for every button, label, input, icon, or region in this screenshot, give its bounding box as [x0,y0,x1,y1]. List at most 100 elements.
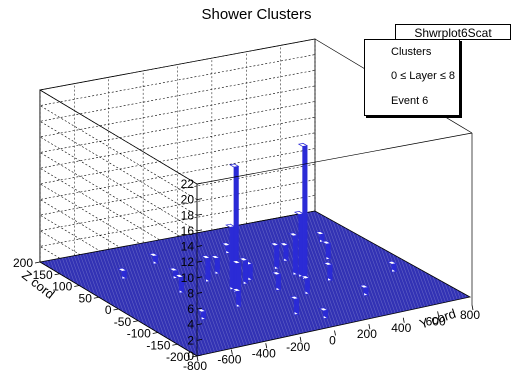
bin-top-face [269,242,280,247]
z-tick [196,338,203,341]
bin-top-face [200,255,211,259]
y-tick [34,261,41,264]
x-tick [402,317,405,323]
z-tick-label: 12 [181,255,195,269]
bin-top-face [289,295,300,300]
z-tick [196,260,203,263]
z-tick [196,307,203,310]
z-tick [196,229,203,232]
z-grid-line [39,85,316,232]
z-tick-label: 20 [181,193,195,207]
stat-box-name: Shwrplot6Scat [395,24,511,40]
y-tick [133,320,139,323]
legend-entry-clusters: Clusters [391,46,432,58]
bin-top-face [358,284,370,289]
z-tick [196,292,203,294]
y-tick [54,273,60,276]
chart-title: Shower Clusters [201,6,312,23]
x-tick-label: 400 [391,321,411,335]
bin-top-face [318,307,329,312]
y-tick [74,285,80,287]
bin-side-face [293,232,298,275]
frame-edge [196,132,473,185]
x-tick-label: 0 [329,334,336,348]
z-grid-line [39,70,316,216]
bin-top-face [148,252,159,257]
z-grid-line [39,38,316,185]
bin-top-face [238,257,249,262]
z-tick [196,323,203,326]
z-tick [196,354,203,357]
z-tick-label: 10 [181,271,195,285]
x-tick [265,343,268,349]
z-tick-label: 4 [187,318,194,332]
y-tick-label: -150 [146,338,170,352]
bin-top-face [221,242,232,247]
z-tick-label: 2 [187,333,194,347]
z-grid-line [39,101,316,247]
bin-top-face [321,240,332,245]
z-tick-label: 0 [187,349,194,363]
z-tick-label: 6 [187,302,194,316]
z-tick [196,213,203,216]
bin-top-face [297,143,308,147]
x-tick-label: -600 [217,353,241,367]
legend-entry-layer: 0 ≤ Layer ≤ 8 [391,70,456,82]
y-tick-label: -50 [114,315,132,329]
bin-top-face [174,273,185,278]
bin-top-face [300,275,311,280]
y-tick-label: 0 [105,303,112,317]
y-tick-label: -100 [127,327,151,341]
z-tick-label: 22 [181,177,195,191]
y-tick-label: 100 [52,280,72,294]
bin-top-face [231,288,242,292]
z-tick [196,245,203,247]
z-grid-line [39,116,316,263]
bin-top-face [117,267,128,272]
x-tick [334,330,336,336]
bin-top-face [229,163,240,168]
legend-box: Clusters 0 ≤ Layer ≤ 8 Event 6 [364,39,460,116]
x-tick [299,336,302,342]
bin-top-face [314,231,325,235]
bin-top-face [271,271,282,276]
y-tick [93,296,99,299]
z-tick-label: 18 [181,208,195,222]
x-tick-label: 800 [460,308,480,322]
x-tick [471,304,474,311]
bin-side-face [243,257,248,285]
z-tick-label: 14 [181,240,195,254]
y-tick [191,355,198,358]
x-tick [196,355,199,362]
bin-top-face [225,223,236,228]
bin-top-face [386,260,398,265]
y-tick-label: 200 [13,256,33,270]
x-tick-label: -400 [252,346,276,360]
bin-top-face [168,267,179,272]
z-tick [196,198,203,201]
x-tick-label: -800 [183,359,207,371]
y-tick [113,308,119,311]
x-tick-label: 600 [426,314,446,328]
x-tick [368,324,371,330]
x-tick-label: -200 [286,340,310,354]
bin-top-face [293,211,305,215]
x-tick-label: 200 [357,327,377,341]
y-tick [172,343,178,346]
bin-side-face [274,242,280,270]
y-tick [152,332,158,334]
z-tick-label: 8 [187,286,194,300]
z-tick-label: 16 [181,224,195,238]
y-tick-label: 150 [33,268,53,282]
bin-top-face [210,255,221,259]
bin-top-face [278,242,290,247]
x-tick [437,311,440,317]
floor [38,210,472,357]
bin-top-face [196,308,207,313]
z-grid-line [39,54,316,200]
bin-top-face [231,260,242,264]
y-tick-label: -200 [166,350,190,364]
z-tick [196,276,203,279]
legend-entry-event: Event 6 [391,95,429,107]
